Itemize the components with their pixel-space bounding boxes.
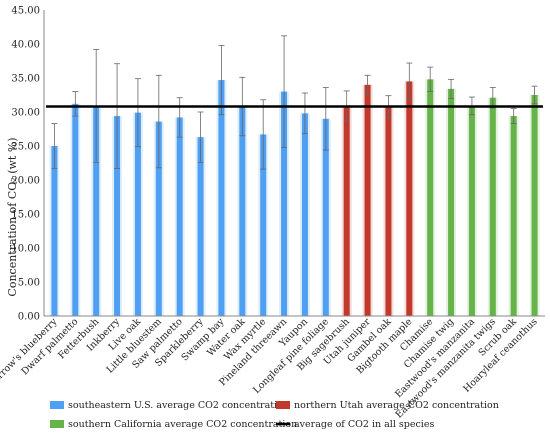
legend-entry: northern Utah average CO2 concentration [276, 400, 499, 411]
legend-swatch [276, 401, 290, 409]
legend-swatch [50, 401, 64, 409]
bar [322, 118, 329, 316]
bar [218, 80, 225, 316]
bar [197, 137, 204, 316]
y-tick-label: 15.00 [11, 210, 40, 221]
bars [49, 79, 540, 317]
y-tick-label: 0.00 [18, 312, 40, 323]
y-tick-label: 5.00 [18, 278, 40, 289]
bar [406, 81, 413, 317]
bar [281, 91, 288, 316]
bar [176, 117, 183, 316]
error-bar [281, 35, 288, 148]
legend-label: northern Utah average CO2 concentration [294, 400, 499, 411]
bar [531, 95, 538, 316]
error-bar [176, 97, 183, 138]
y-tick-label: 45.00 [11, 6, 40, 17]
error-bar [260, 99, 267, 170]
bar [510, 116, 517, 316]
error-bar [155, 74, 162, 169]
legend-entry: southern California average CO2 concentr… [50, 419, 297, 430]
error-bar [427, 66, 434, 92]
y-tick-labels: 0.00 5.00 10.00 15.00 20.00 25.00 30.00 35.00 40… [11, 6, 40, 323]
legend-entry: southeastern U.S. average CO2 concentrat… [50, 400, 289, 411]
bar [385, 106, 392, 316]
y-tick-label: 25.00 [11, 142, 40, 153]
y-tick-label: 30.00 [11, 108, 40, 119]
legend-swatch [50, 420, 64, 428]
legend: southeastern U.S. average CO2 concentrat… [50, 400, 499, 430]
legend-label: average of CO2 in all species [294, 419, 434, 430]
y-tick-label: 10.00 [11, 244, 40, 255]
bar [468, 105, 475, 316]
error-bar [448, 78, 455, 99]
error-bars [51, 35, 538, 170]
error-bar [301, 92, 308, 135]
y-tick-label: 40.00 [11, 40, 40, 51]
legend-label: southeastern U.S. average CO2 concentrat… [68, 400, 289, 411]
bar [72, 103, 79, 316]
error-bar [72, 91, 79, 117]
error-bar [218, 44, 225, 116]
error-bar [406, 62, 413, 101]
error-bar [510, 108, 517, 124]
y-axis-label: Concentration of CO₂ (wt %) [6, 137, 19, 296]
bar [114, 116, 121, 316]
error-bar [51, 123, 58, 169]
error-bar [364, 74, 371, 95]
bar [155, 121, 162, 317]
bar [134, 112, 141, 317]
error-bar [489, 87, 496, 109]
error-bar [134, 78, 141, 148]
bar [448, 88, 455, 316]
bar [260, 134, 267, 316]
bar [93, 105, 100, 316]
error-bar [197, 111, 204, 163]
bar [301, 113, 308, 316]
bar [239, 106, 246, 316]
error-bar [322, 87, 329, 151]
bar [364, 84, 371, 316]
bar [343, 105, 350, 316]
error-bar [531, 85, 538, 105]
error-bar [114, 63, 121, 169]
bar [427, 79, 434, 316]
legend-label: southern California average CO2 concentr… [68, 419, 297, 430]
y-tick-label: 20.00 [11, 176, 40, 187]
y-tick-label: 35.00 [11, 74, 40, 85]
legend-entry: average of CO2 in all species [276, 419, 434, 430]
bar [51, 146, 58, 316]
bar [489, 97, 496, 316]
